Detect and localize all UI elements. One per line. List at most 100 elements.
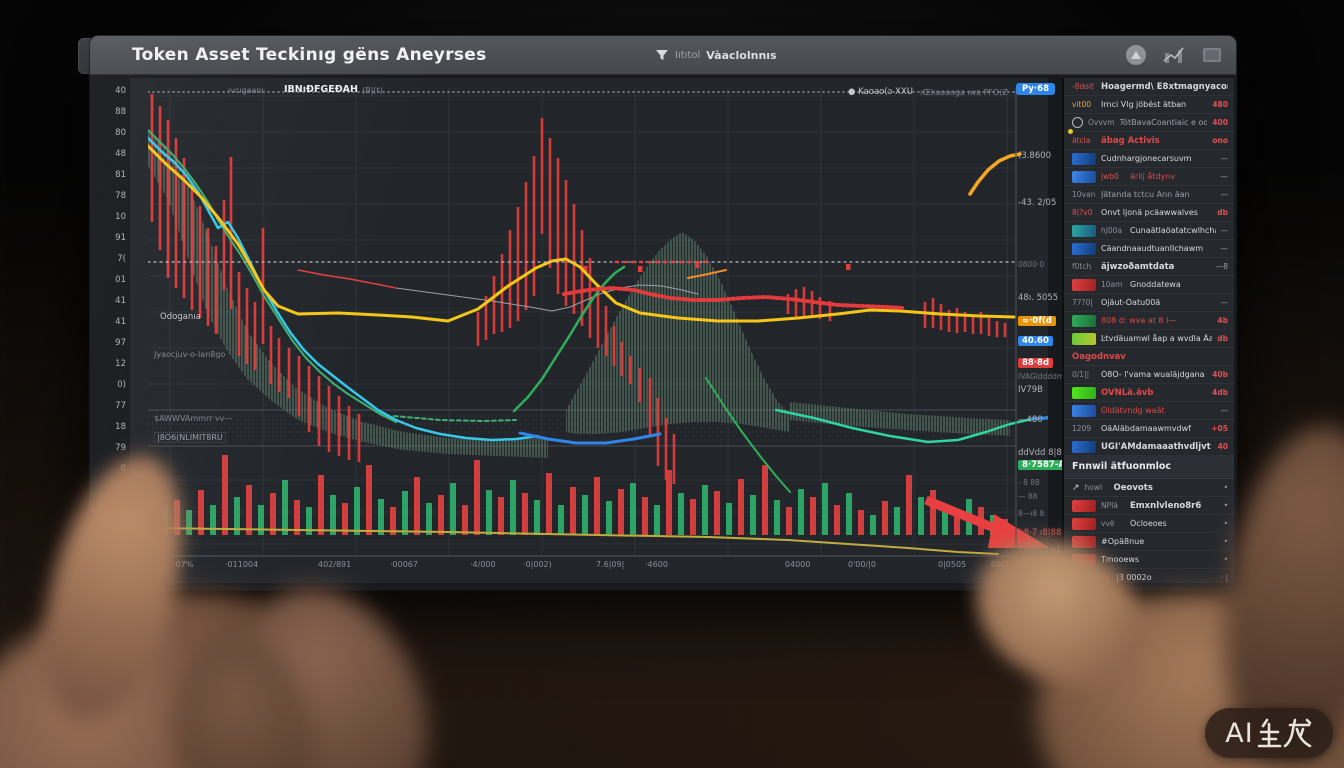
item-title: Ŀtvdäuamwl åap a wvdla Äam	[1101, 334, 1213, 343]
item-value: —8	[1215, 262, 1228, 271]
watchlist-sidebar[interactable]: -8doit Hoagermd\ E8xtmagnyacon vit00 Irnci …	[1062, 78, 1234, 583]
list-item[interactable]: 0/1|| Ö8Ö- l'vama wualäjdgana 40b	[1064, 366, 1234, 384]
item-value: —	[1220, 190, 1229, 199]
image-icon[interactable]	[1124, 43, 1148, 67]
y-tick-label: 77	[115, 401, 126, 411]
item-title: äbag Activis	[1101, 135, 1160, 146]
item-title: |3 0002o	[1116, 573, 1152, 582]
list-item[interactable]: Ovvvm TótBavaCoantiaic e ooo8 400	[1064, 114, 1234, 132]
line-red-ma	[562, 286, 904, 310]
y-tick-label: 81	[115, 170, 126, 180]
ai-watermark-badge: AI	[1205, 708, 1333, 758]
list-item[interactable]: 10am Gnoddatewa	[1064, 276, 1234, 294]
y-tick-label: 78	[115, 191, 126, 201]
list-item[interactable]: Öagodnvav	[1064, 348, 1234, 366]
filter-control[interactable]: Iıtıtol Vàaclolnnıs	[655, 36, 777, 74]
list-item[interactable]: NPIä Emxnlvleno8r6 •	[1064, 497, 1234, 515]
item-title: Ojäut-Öatu00ä	[1101, 298, 1161, 307]
list-item[interactable]: CäandnaaudtuanlIchawm —	[1064, 240, 1234, 258]
item-tag: NPIä	[1101, 501, 1118, 510]
price-tag: 8·7587-AA	[1018, 460, 1076, 470]
item-value: +05	[1211, 424, 1228, 433]
line-teal-right	[774, 408, 1048, 444]
item-tag: howl	[1084, 483, 1103, 492]
chart-thumbnail	[1072, 404, 1096, 417]
list-item[interactable]: 808 d: wva at 8 l— 4b	[1064, 312, 1234, 330]
item-tag: f0tch	[1072, 262, 1092, 271]
list-item[interactable]: f0tch äjwzoðamtdata —8	[1064, 258, 1234, 276]
list-item[interactable]: hj00a Cunaätlaöatatcwlhchanp —	[1064, 222, 1234, 240]
item-value: ono	[1212, 136, 1228, 145]
item-title: 808 d: wva at 8 l—	[1101, 316, 1177, 325]
x-tick-label: 0|0505	[938, 560, 967, 569]
item-value: —	[1220, 172, 1229, 181]
list-item[interactable]: vvë Öcloeoes •	[1064, 515, 1234, 533]
price-axis-label: (ı8·7 ı8|88	[1018, 528, 1062, 538]
list-item[interactable]: Ŀtvdäuamwl åap a wvdla Äam db	[1064, 330, 1234, 348]
line-green-rise	[512, 265, 626, 413]
panel-icon[interactable]	[1200, 43, 1224, 67]
line-blue-bottom	[518, 431, 662, 445]
item-title: Öcloeoes	[1130, 519, 1167, 528]
item-title: OäAläbdamaawmvdwf	[1101, 424, 1191, 433]
item-value: —	[1220, 226, 1229, 235]
item-value: •	[1223, 519, 1228, 528]
item-title: ärlij åtdynv	[1130, 172, 1176, 181]
price-axis-label: — 88	[1018, 492, 1038, 501]
item-title: äjwzoðamtdata	[1101, 261, 1175, 272]
item-value: —	[1220, 154, 1229, 163]
line-green-dash	[393, 415, 517, 422]
filter-label: Vàaclolnnıs	[706, 48, 777, 62]
funnel-icon	[656, 50, 668, 60]
list-item[interactable]: UGI'AMdamaaathvdljvt 40	[1064, 438, 1234, 456]
item-title: Tmooews	[1101, 555, 1140, 564]
cjk-shengcheng-glyphs	[1257, 718, 1312, 748]
item-title: UGI'AMdamaaathvdljvt	[1101, 441, 1211, 452]
list-item[interactable]: ÖVNLä.ävb 4db	[1064, 384, 1234, 402]
y-tick-label: 80	[115, 128, 126, 138]
list-item[interactable]: #Opä8nue •	[1064, 533, 1234, 551]
chart-thumbnail	[1072, 242, 1096, 255]
item-title: Cudnhargjonecarsuvm	[1101, 154, 1192, 163]
y-tick-label: 7(	[117, 254, 126, 264]
price-axis-label: ddVdd 8|8)	[1018, 448, 1066, 458]
wick-field-layer	[148, 130, 1010, 458]
list-item[interactable]: Cudnhargjonecarsuvm —	[1064, 150, 1234, 168]
chart-thumbnail	[1072, 535, 1096, 548]
price-tag: 40.60	[1018, 336, 1053, 346]
list-item[interactable]: Öldätvndg waät —	[1064, 402, 1234, 420]
item-value: 4db	[1212, 388, 1228, 397]
item-title: Irnci Vlg jöbést ätban	[1101, 100, 1187, 109]
price-chart[interactable]	[148, 80, 1048, 580]
item-tag: 10am	[1101, 280, 1123, 289]
y-tick-label: 79	[115, 443, 126, 453]
list-item[interactable]: ätcla äbag Activis ono	[1064, 129, 1234, 150]
item-title: Gnoddatewa	[1130, 280, 1181, 289]
indicator-lines-layer	[148, 91, 1048, 555]
list-item[interactable]: ↗ howl Oeovots •	[1064, 479, 1234, 497]
list-item[interactable]: -8doit Hoagermd\ E8xtmagnyacon	[1064, 78, 1234, 96]
chart-thumbnail	[1072, 499, 1096, 512]
x-tick-label: ·07%	[173, 560, 194, 569]
list-item[interactable]: 77?0| Ojäut-Öatu00ä —	[1064, 294, 1234, 312]
item-value: 4b	[1217, 316, 1228, 325]
x-tick-label: 0'00/|0	[848, 560, 876, 569]
chart-icon[interactable]	[1162, 43, 1186, 67]
list-item[interactable]: 8|?v0 Onvt ljonä pcäawwalves db	[1064, 204, 1234, 222]
y-tick-label: 97	[115, 338, 126, 348]
title-bar: Token Asset Teckinıg gëns Aneyrses Iıtıt…	[90, 36, 1236, 75]
item-title: Emxnlvleno8r6	[1130, 500, 1202, 511]
list-item[interactable]: 1209 OäAläbdamaawmvdwf +05	[1064, 420, 1234, 438]
line-green-tail	[705, 377, 791, 493]
item-value: 40b	[1212, 370, 1228, 379]
volume-layer	[150, 455, 1008, 535]
sidebar-section-header: Fnnwil ätfuonmloc	[1064, 456, 1234, 479]
chart-thumbnail	[1072, 386, 1096, 399]
list-item[interactable]: vit00 Irnci Vlg jöbést ätban 480	[1064, 96, 1234, 114]
item-value: —	[1220, 406, 1229, 415]
item-value: db	[1217, 334, 1228, 343]
item-tag: 10van	[1072, 190, 1096, 199]
y-tick-label: 0)	[117, 380, 126, 390]
list-item[interactable]: 10van Jätanda tctcu Ann äan —	[1064, 186, 1234, 204]
list-item[interactable]: jwb0 ärlij åtdynv —	[1064, 168, 1234, 186]
